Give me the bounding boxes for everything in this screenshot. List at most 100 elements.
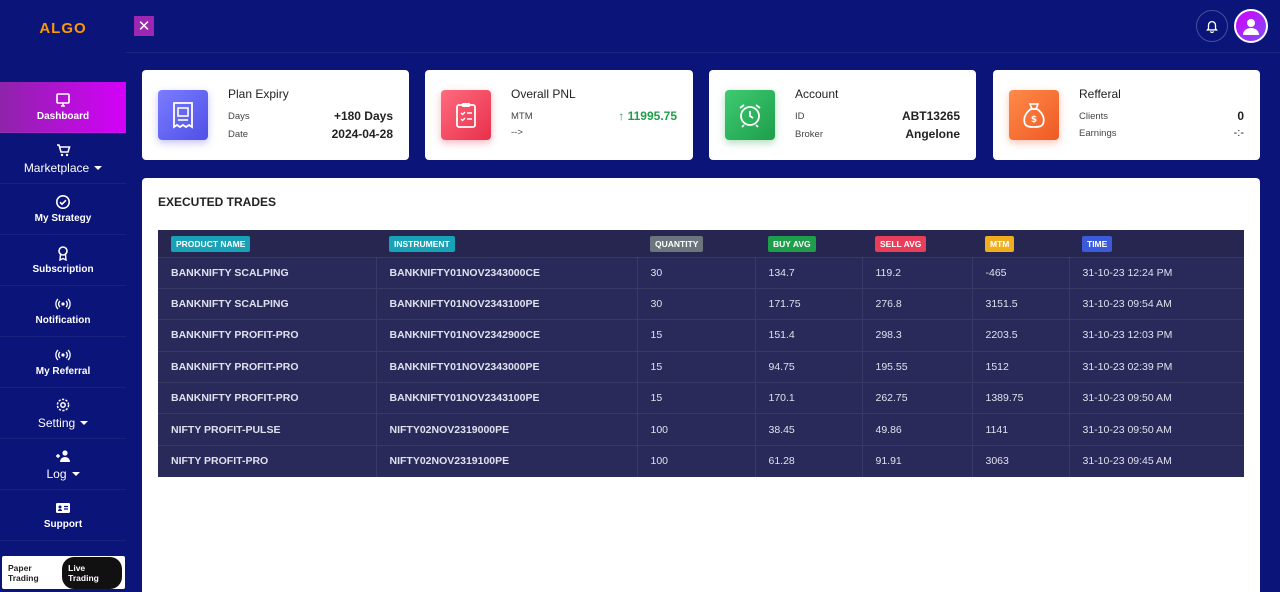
column-header[interactable]: SELL AVG <box>862 230 972 257</box>
sidebar-item-label: My Referral <box>35 366 91 377</box>
table-cell: 15 <box>637 350 756 383</box>
broadcast-icon <box>55 298 71 310</box>
check-circle-icon <box>56 195 70 209</box>
svg-text:$: $ <box>1031 115 1037 125</box>
earnings-value: -:- <box>1233 127 1244 139</box>
date-label: Date <box>228 128 249 140</box>
sidebar-item-label: Log <box>46 466 67 481</box>
card-row: Days +180 Days <box>228 109 393 123</box>
table-cell: BANKNIFTY01NOV2343000PE <box>376 350 638 383</box>
sidebar-item-log[interactable]: Log <box>0 439 126 490</box>
clients-value: 0 <box>1237 109 1244 123</box>
column-header[interactable]: MTM <box>972 230 1069 257</box>
table-cell: NIFTY02NOV2319000PE <box>376 413 638 446</box>
table-cell: 2203.5 <box>972 319 1070 352</box>
table-cell: 15 <box>637 319 756 352</box>
card-row: --> <box>511 127 677 138</box>
table-cell: -465 <box>972 256 1070 289</box>
table-cell: 30 <box>637 287 756 320</box>
broadcast-icon <box>55 349 71 361</box>
table-cell: 15 <box>637 382 756 414</box>
card-row: Earnings -:- <box>1079 127 1244 139</box>
table-cell: BANKNIFTY PROFIT-PRO <box>158 319 377 352</box>
column-header-badge: TIME <box>1082 236 1113 253</box>
sidebar-item-subscription[interactable]: Subscription <box>0 235 126 286</box>
sidebar-item-support[interactable]: Support <box>0 490 126 541</box>
table-cell: BANKNIFTY SCALPING <box>158 256 377 289</box>
card-row: MTM ↑ 11995.75 <box>511 109 677 123</box>
table-cell: 100 <box>637 413 756 446</box>
avatar[interactable] <box>1234 9 1268 43</box>
table-body: BANKNIFTY SCALPING BANKNIFTY01NOV2343000C… <box>158 256 1244 477</box>
chevron-down-icon <box>71 472 80 477</box>
paper-trading-option[interactable]: Paper Trading <box>8 562 39 583</box>
column-header[interactable]: BUY AVG <box>755 230 862 257</box>
column-header-badge: SELL AVG <box>875 236 927 253</box>
mtm-label: MTM <box>511 110 533 122</box>
clients-label: Clients <box>1079 110 1109 122</box>
close-sidebar-button[interactable]: ✕ <box>134 16 154 36</box>
table-cell: 171.75 <box>755 287 863 320</box>
table-cell: 30 <box>637 256 756 289</box>
sidebar-item-label: Setting <box>37 415 76 430</box>
plan-icon-box <box>158 90 208 140</box>
table-cell: 170.1 <box>755 382 863 414</box>
trading-mode-toggle[interactable]: Paper Trading Live Trading <box>2 556 125 589</box>
sidebar-item-setting[interactable]: Setting <box>0 388 126 439</box>
table-row[interactable]: BANKNIFTY SCALPING BANKNIFTY01NOV2343100P… <box>158 287 1244 320</box>
table-cell: 38.45 <box>755 413 863 446</box>
live-trading-option[interactable]: Live Trading <box>62 556 122 589</box>
executed-trades-panel: EXECUTED TRADES PRODUCT NAME INSTRUMENT QU… <box>142 178 1260 592</box>
table-row[interactable]: NIFTY PROFIT-PULSE NIFTY02NOV2319000PE 100… <box>158 413 1244 446</box>
table-cell: 195.55 <box>862 350 973 383</box>
bell-icon <box>1206 20 1218 33</box>
table-row[interactable]: BANKNIFTY PROFIT-PRO BANKNIFTY01NOV234290… <box>158 319 1244 352</box>
award-icon <box>58 246 68 261</box>
card-title: Refferal <box>1079 87 1121 101</box>
column-header-badge: INSTRUMENT <box>389 236 455 253</box>
account-id-value: ABT13265 <box>901 109 960 123</box>
sidebar: ALGO Dashboard Marketplace My Strategy S… <box>0 0 126 592</box>
sidebar-item-label: Dashboard <box>36 111 90 122</box>
column-header[interactable]: INSTRUMENT <box>376 230 637 257</box>
brand-logo[interactable]: ALGO <box>0 0 126 56</box>
table-cell: 31-10-23 12:24 PM <box>1069 256 1244 289</box>
table-cell: 1389.75 <box>972 382 1070 414</box>
column-header[interactable]: PRODUCT NAME <box>158 230 376 257</box>
table-row[interactable]: BANKNIFTY SCALPING BANKNIFTY01NOV2343000C… <box>158 256 1244 289</box>
table-row[interactable]: BANKNIFTY PROFIT-PRO BANKNIFTY01NOV234310… <box>158 382 1244 414</box>
table-cell: BANKNIFTY01NOV2342900CE <box>376 319 638 352</box>
id-card-icon <box>56 503 70 513</box>
table-row[interactable]: NIFTY PROFIT-PRO NIFTY02NOV2319100PE 100 61… <box>158 444 1244 477</box>
table-row[interactable]: BANKNIFTY PROFIT-PRO BANKNIFTY01NOV234300… <box>158 350 1244 383</box>
table-cell: 31-10-23 12:03 PM <box>1069 319 1244 352</box>
column-header-badge: QUANTITY <box>650 236 704 253</box>
sidebar-item-notification[interactable]: Notification <box>0 286 126 337</box>
sidebar-item-marketplace[interactable]: Marketplace <box>0 133 126 184</box>
sidebar-item-dashboard[interactable]: Dashboard <box>0 82 126 133</box>
alarm-clock-icon <box>739 104 761 128</box>
cart-icon <box>57 143 71 156</box>
date-value: 2024-04-28 <box>331 127 393 141</box>
table-cell: BANKNIFTY01NOV2343100PE <box>376 287 638 320</box>
close-icon: ✕ <box>137 18 151 35</box>
column-header[interactable]: TIME <box>1069 230 1244 257</box>
table-cell: NIFTY02NOV2319100PE <box>376 444 638 477</box>
table-cell: BANKNIFTY PROFIT-PRO <box>158 382 377 414</box>
sidebar-item-label: Subscription <box>32 264 94 275</box>
gear-icon <box>56 398 70 411</box>
column-header-badge: MTM <box>985 236 1015 253</box>
sidebar-item-my-referral[interactable]: My Referral <box>0 337 126 388</box>
notification-button[interactable] <box>1196 10 1228 42</box>
sidebar-item-my-strategy[interactable]: My Strategy <box>0 184 126 235</box>
table-cell: 31-10-23 09:50 AM <box>1069 382 1244 414</box>
pnl-icon-box <box>441 90 491 140</box>
table-cell: 1141 <box>972 413 1070 446</box>
card-row: Date 2024-04-28 <box>228 127 393 141</box>
receipt-icon <box>173 102 193 129</box>
table-cell: 31-10-23 09:45 AM <box>1069 444 1244 477</box>
clipboard-list-icon <box>456 103 476 128</box>
table-cell: BANKNIFTY01NOV2343100PE <box>376 382 638 414</box>
trades-table: PRODUCT NAME INSTRUMENT QUANTITY BUY AVG SEL… <box>158 230 1244 477</box>
column-header[interactable]: QUANTITY <box>637 230 755 257</box>
